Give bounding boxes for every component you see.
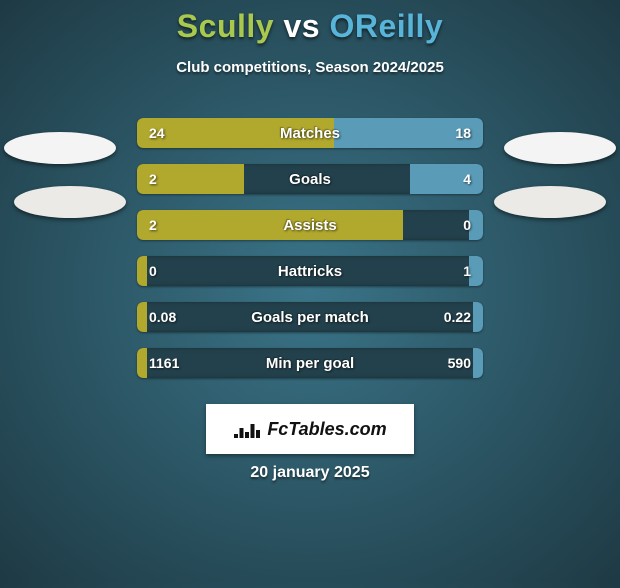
brand-text: FcTables.com xyxy=(267,419,386,440)
stat-row: Hattricks0 1 xyxy=(137,256,483,286)
stat-track: Goals per match0.080.22 xyxy=(137,302,483,332)
stat-track: Goals2 4 xyxy=(137,164,483,194)
stat-label: Assists xyxy=(137,210,483,240)
stat-label: Hattricks xyxy=(137,256,483,286)
right-value: 0 xyxy=(451,210,483,240)
stat-track: Hattricks0 1 xyxy=(137,256,483,286)
left-club-badge xyxy=(4,132,116,164)
stat-row: Min per goal1161590 xyxy=(137,348,483,378)
stat-track: Min per goal1161590 xyxy=(137,348,483,378)
right-value: 18 xyxy=(443,118,483,148)
stat-label: Matches xyxy=(137,118,483,148)
bars-icon xyxy=(233,418,261,440)
stat-row: Matches24 18 xyxy=(137,118,483,148)
player2-name: OReilly xyxy=(329,8,443,44)
left-value: 1161 xyxy=(137,348,191,378)
player1-name: Scully xyxy=(177,8,274,44)
stat-track: Assists2 0 xyxy=(137,210,483,240)
fctables-logo: FcTables.com xyxy=(206,404,414,454)
right-club-badge xyxy=(504,132,616,164)
left-value: 2 xyxy=(137,164,169,194)
stat-row: Goals per match0.080.22 xyxy=(137,302,483,332)
left-value: 0 xyxy=(137,256,169,286)
date-line: 20 january 2025 xyxy=(0,464,620,482)
right-club-badge xyxy=(494,186,606,218)
stat-label: Goals xyxy=(137,164,483,194)
right-value: 590 xyxy=(436,348,483,378)
stat-track: Matches24 18 xyxy=(137,118,483,148)
left-club-badge xyxy=(14,186,126,218)
stat-row: Assists2 0 xyxy=(137,210,483,240)
right-value: 4 xyxy=(451,164,483,194)
subtitle: Club competitions, Season 2024/2025 xyxy=(0,59,620,76)
comparison-title: Scully vs OReilly xyxy=(0,8,620,45)
left-value: 0.08 xyxy=(137,302,188,332)
right-value: 0.22 xyxy=(432,302,483,332)
left-value: 2 xyxy=(137,210,169,240)
vs-label: vs xyxy=(283,8,320,44)
stat-row: Goals2 4 xyxy=(137,164,483,194)
right-value: 1 xyxy=(451,256,483,286)
left-value: 24 xyxy=(137,118,177,148)
